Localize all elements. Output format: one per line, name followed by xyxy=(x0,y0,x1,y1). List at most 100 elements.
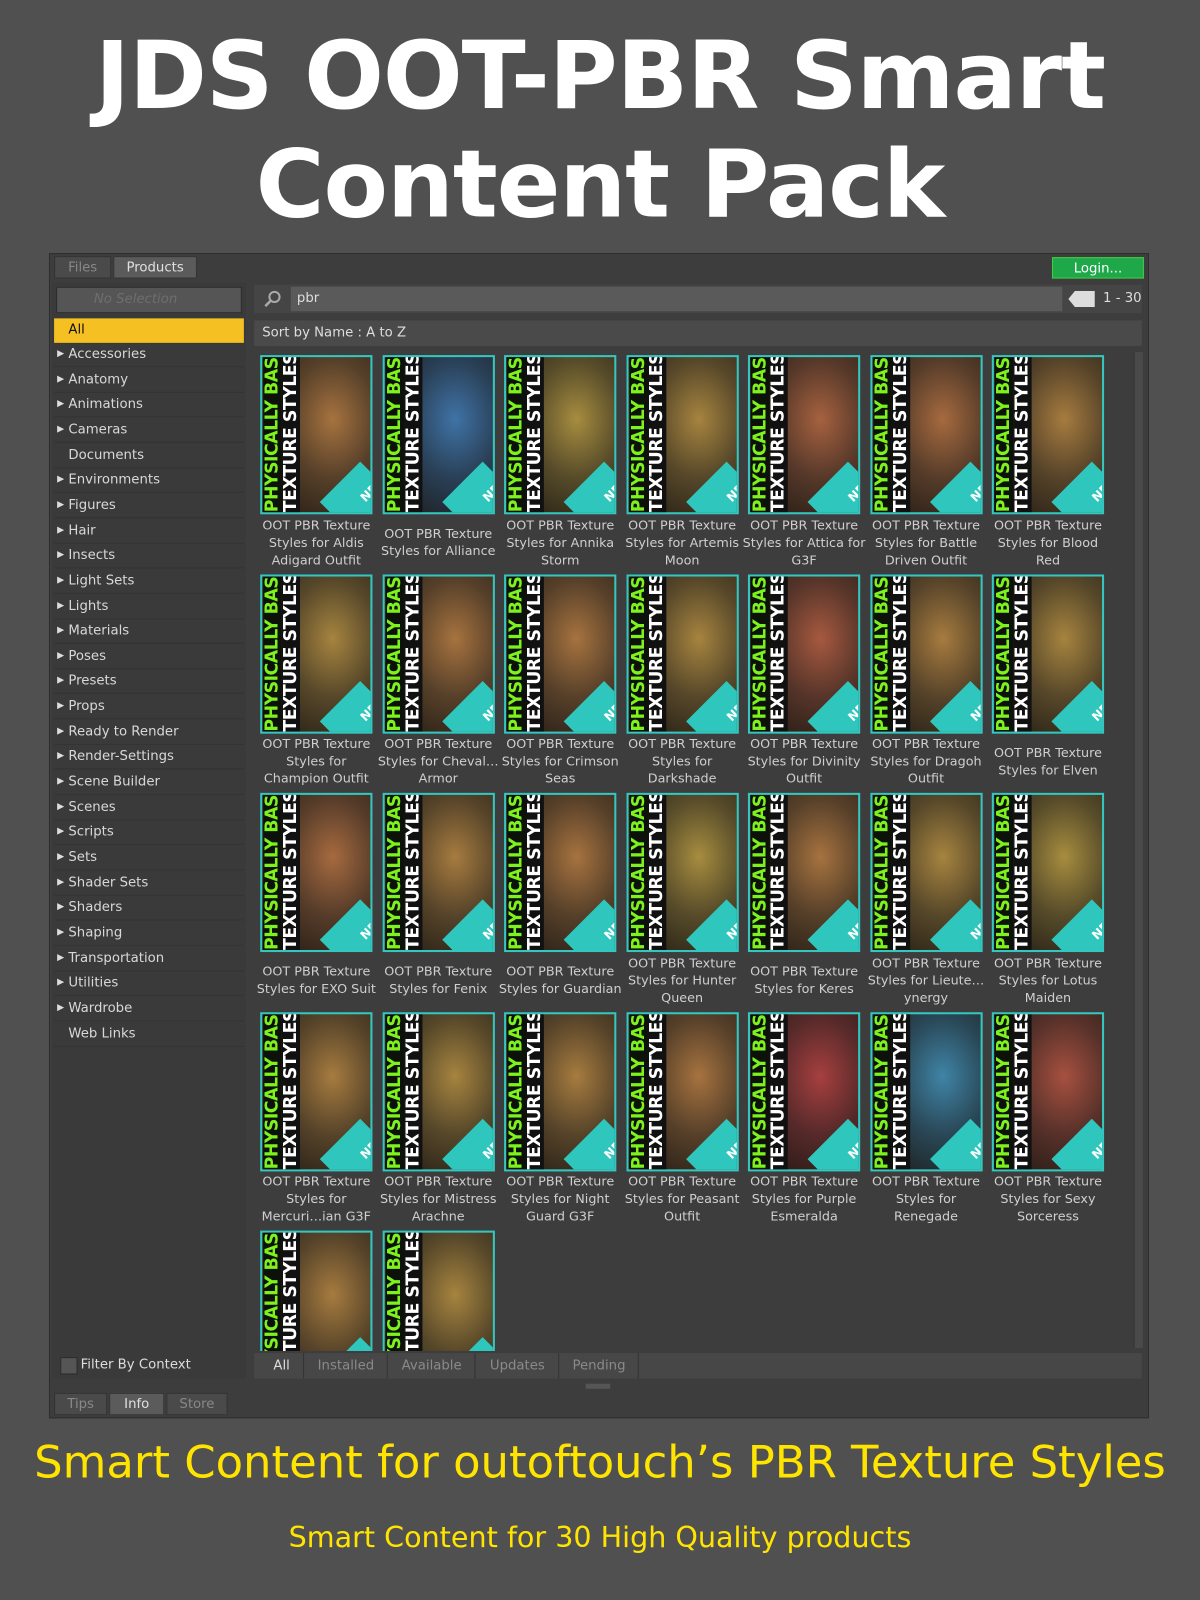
category-item[interactable]: ▶ Insects xyxy=(54,544,244,569)
filter-tab[interactable]: Available xyxy=(389,1353,476,1379)
category-item[interactable]: ▶ Anatomy xyxy=(54,368,244,393)
category-item[interactable]: Web Links xyxy=(54,1022,244,1047)
category-item[interactable]: ▶ Transportation xyxy=(54,947,244,972)
tab[interactable]: Store xyxy=(166,1392,228,1416)
product-label[interactable]: OOT PBR Texture Styles for Champion Outf… xyxy=(262,735,371,786)
product-label[interactable]: OOT PBR Texture Styles for Divinity Outf… xyxy=(747,735,861,786)
sort-dropdown[interactable]: Sort by Name : A to Z xyxy=(254,320,1142,346)
tab[interactable]: Info xyxy=(109,1392,165,1416)
category-item[interactable]: ▶ Materials xyxy=(54,620,244,645)
expand-arrow[interactable]: ▶ xyxy=(57,474,65,485)
expand-arrow[interactable]: ▶ xyxy=(57,877,65,888)
expand-arrow[interactable]: ▶ xyxy=(57,952,65,963)
category-item[interactable]: ▶ Shaders xyxy=(54,896,244,921)
category-item[interactable]: ▶ Utilities xyxy=(54,972,244,997)
category-item[interactable]: ▶ Hair xyxy=(54,519,244,544)
product-label[interactable]: OOT PBR Texture Styles for Hunter Queen xyxy=(628,954,737,1005)
product-label[interactable]: OOT PBR Texture Styles for Artemis Moon xyxy=(625,516,740,567)
expand-arrow[interactable]: ▶ xyxy=(57,826,65,838)
expand-arrow[interactable]: ▶ xyxy=(57,701,65,712)
category-item[interactable]: ▶ Sets xyxy=(54,846,244,871)
category-item[interactable]: ▶ Poses xyxy=(54,645,244,670)
product-label[interactable]: OOT PBR Texture Styles for Dragoh Outfit xyxy=(870,735,982,786)
expand-arrow[interactable]: ▶ xyxy=(57,525,65,536)
category-item[interactable]: Documents xyxy=(54,443,244,468)
selection-dropdown[interactable]: No Selection xyxy=(56,286,242,314)
category-item[interactable]: ▶ Shader Sets xyxy=(54,871,244,896)
category-item[interactable]: ▶ Cameras xyxy=(54,418,244,443)
expand-arrow[interactable]: ▶ xyxy=(57,625,65,636)
tab[interactable]: Files xyxy=(54,256,112,279)
product-label[interactable]: OOT PBR Texture Styles for Keres xyxy=(750,963,859,996)
expand-arrow[interactable]: ▶ xyxy=(57,726,65,737)
expand-arrow[interactable]: ▶ xyxy=(57,575,65,586)
product-label[interactable]: OOT PBR Texture Styles for Alliance xyxy=(381,525,496,559)
expand-arrow[interactable]: ▶ xyxy=(57,600,65,611)
expand-arrow[interactable]: ▶ xyxy=(57,927,65,938)
category-item[interactable]: ▶ Ready to Render xyxy=(54,720,244,745)
product-label[interactable]: OOT PBR Texture Styles for Lieute…ynergy xyxy=(867,954,985,1005)
expand-arrow[interactable]: ▶ xyxy=(57,852,65,863)
expand-arrow[interactable]: ▶ xyxy=(57,348,65,360)
expand-arrow[interactable]: ▶ xyxy=(57,776,65,787)
tab[interactable]: Tips xyxy=(54,1392,108,1416)
category-item[interactable]: ▶ Light Sets xyxy=(54,569,244,594)
product-label[interactable]: OOT PBR Texture Styles for Fenix xyxy=(384,963,493,996)
filter-tab[interactable]: Pending xyxy=(560,1353,639,1379)
filter-tab[interactable]: All xyxy=(260,1353,305,1379)
expand-arrow[interactable]: ▶ xyxy=(57,801,65,812)
category-item[interactable]: ▶ Scenes xyxy=(54,796,244,821)
product-label[interactable]: OOT PBR Texture Styles for Cheval… Armor xyxy=(377,735,499,786)
product-label[interactable]: OOT PBR Texture Styles for Guardian xyxy=(498,963,622,996)
category-item[interactable]: All xyxy=(54,318,244,343)
product-label[interactable]: OOT PBR Texture Styles for Attica for G3… xyxy=(742,516,866,567)
category-item[interactable]: ▶ Render-Settings xyxy=(54,745,244,770)
product-label[interactable]: OOT PBR Texture Styles for Battle Driven… xyxy=(872,516,980,567)
splitter[interactable] xyxy=(585,1383,611,1389)
category-item[interactable]: ▶ Scene Builder xyxy=(54,770,244,795)
category-item[interactable]: ▶ Accessories xyxy=(54,343,244,368)
product-label[interactable]: OOT PBR Texture Styles for Mistress Arac… xyxy=(379,1173,497,1224)
product-label[interactable]: OOT PBR Texture Styles for Crimson Seas xyxy=(501,735,619,786)
search-field[interactable]: pbr xyxy=(290,286,1063,312)
filter-by-context[interactable]: Filter By Context xyxy=(60,1356,191,1375)
expand-arrow[interactable]: ▶ xyxy=(57,1002,65,1014)
expand-arrow[interactable]: ▶ xyxy=(57,650,65,662)
filter-tab[interactable]: Updates xyxy=(477,1353,560,1379)
category-item[interactable]: ▶ Environments xyxy=(54,469,244,494)
login-button[interactable]: Login... xyxy=(1052,257,1144,279)
product-label[interactable]: OOT PBR Texture Styles for Aldis Adigard… xyxy=(262,516,371,567)
product-label[interactable]: OOT PBR Texture Styles for Peasant Outfi… xyxy=(624,1173,740,1224)
product-label[interactable]: OOT PBR Texture Styles for Renegade xyxy=(872,1173,980,1224)
product-label[interactable]: OOT PBR Texture Styles for Annika Storm xyxy=(506,516,615,567)
product-label[interactable]: OOT PBR Texture Styles for Elven xyxy=(993,744,1102,778)
product-label[interactable]: OOT PBR Texture Styles for EXO Suit xyxy=(256,963,376,996)
clear-button[interactable] xyxy=(1068,290,1095,308)
expand-arrow[interactable]: ▶ xyxy=(57,399,65,410)
category-item[interactable]: ▶ Scripts xyxy=(54,821,244,846)
product-label[interactable]: OOT PBR Texture Styles for Purple Esmera… xyxy=(750,1173,859,1224)
category-item[interactable]: ▶ Props xyxy=(54,695,244,720)
